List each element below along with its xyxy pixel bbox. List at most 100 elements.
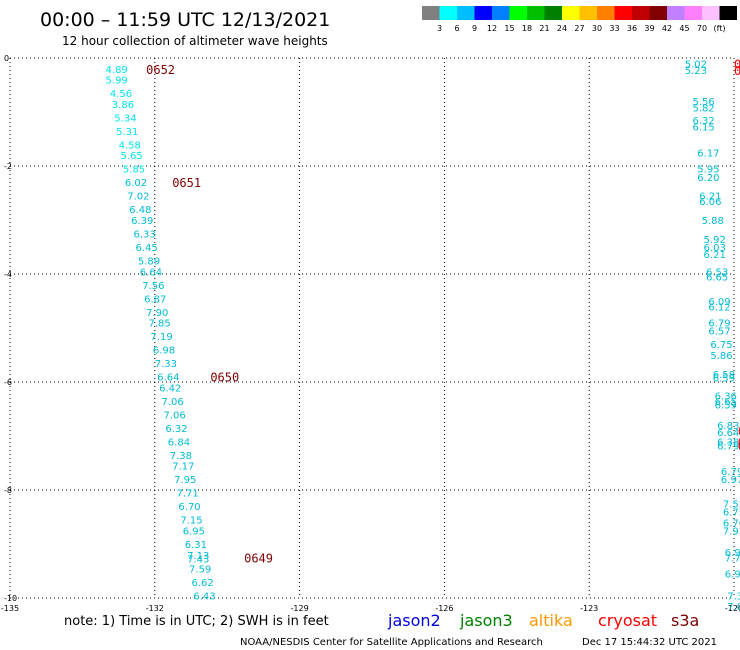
legend-swatch [614,6,632,20]
swh-point: 6.58 [713,370,735,381]
swh-point: 6.65 [706,273,728,284]
swh-point: 7.56 [142,281,164,292]
legend-swatch [719,6,737,20]
swh-point: 6.53 [706,267,728,278]
swh-point: 4.58 [119,140,141,151]
time-label: 0649 [244,552,273,566]
legend-label: 21 [539,24,549,33]
y-axis-ticks: 0 -2 -4 -6 -8 -10 [4,54,17,603]
swh-point: 6.95 [183,527,205,538]
swh-point: 6.57 [708,327,730,338]
swh-point: 5.56 [692,97,714,108]
swh-point: 6.97 [725,548,740,559]
swh-point: 7.71 [176,489,198,500]
swh-point: 7.04 [727,602,740,613]
legend-swatch [562,6,580,20]
swh-point: 6.70 [178,502,200,513]
legend-swatch [579,6,597,20]
legend-label: 70 [697,24,707,33]
legend-label: 45 [679,24,689,33]
x-tick-label: -135 [1,604,19,613]
y-tick-label: -2 [4,162,12,171]
swh-point: 5.92 [704,235,726,246]
swh-point: 6.70 [723,518,740,529]
time-labels: 0652065106500649063406340635063506350636… [146,57,740,565]
legend-label: 27 [574,24,584,33]
swh-point: 7.90 [146,308,168,319]
legend-swatch [597,6,615,20]
swh-point: 6.21 [704,250,726,261]
swh-point: 6.64 [717,428,739,439]
swh-point: 6.38 [717,437,739,448]
legend-label: 18 [522,24,532,33]
swh-point: 4.89 [106,65,128,76]
y-tick-label: -6 [4,378,12,387]
swh-point: 7.38 [170,451,192,462]
swh-point: 5.34 [114,113,136,124]
swh-point: 5.65 [120,151,142,162]
satellite-legend: jason2 jason3 altika cryosat s3a [387,611,699,630]
color-legend: 3 6 9 12 15 18 21 24 27 30 33 36 39 42 45 70 (ft) [422,6,737,33]
swh-point: 6.83 [717,421,739,432]
legend-label: 42 [662,24,672,33]
swh-point: 4.56 [110,89,132,100]
x-tick-label: -129 [291,604,309,613]
y-tick-label: -10 [4,594,17,603]
legend-label: 24 [557,24,567,33]
swh-point: 5.31 [116,127,138,138]
legend-swatch [422,6,440,20]
time-label: 0650 [210,371,239,385]
swh-point: 6.92 [725,570,740,581]
x-axis-ticks: -135 -132 -129 -126 -123 -120 [1,604,740,613]
swh-point: 7.17 [172,462,194,473]
swh-point: 7.95 [174,475,196,486]
legend-swatch [544,6,562,20]
legend-label: 15 [504,24,514,33]
swh-point: 6.45 [135,243,157,254]
swh-point: 6.42 [159,383,181,394]
legend-swatch [684,6,702,20]
swh-point: 7.43 [187,555,209,566]
swh-point: 5.82 [692,104,714,115]
satellite-name: s3a [671,611,699,630]
time-label: 0634 [734,64,740,78]
swh-point: 5.89 [138,257,160,268]
swh-point: 7.06 [163,410,185,421]
swh-point: 5.02 [685,59,707,70]
swh-point: 5.85 [123,165,145,176]
x-tick-label: -123 [580,604,598,613]
swh-point: 6.79 [708,319,730,330]
swh-point: 7.85 [148,319,170,330]
legend-label: 3 [437,24,442,33]
swh-point: 6.17 [697,149,719,160]
units-note: note: 1) Time is in UTC; 2) SWH is in fe… [64,614,329,629]
swh-point: 6.59 [715,401,737,412]
swh-point: 7.59 [189,564,211,575]
swh-point: 6.32 [692,116,714,127]
swh-point: 6.32 [165,424,187,435]
chart-title: 00:00 – 11:59 UTC 12/13/2021 [40,9,330,31]
legend-swatch [474,6,492,20]
swh-point: 6.97 [721,475,740,486]
satellite-name: cryosat [598,611,657,630]
swh-point: 5.23 [685,66,707,77]
plot-grid [9,57,735,599]
legend-label: 39 [644,24,654,33]
legend-swatch [667,6,685,20]
swh-point: 6.64 [140,267,162,278]
satellite-name: jason3 [459,611,513,630]
swh-point: 6.39 [131,216,153,227]
legend-swatch [702,6,720,20]
x-tick-label: -126 [435,604,453,613]
time-label: 0636 [738,435,740,449]
swh-point: 5.86 [710,351,732,362]
y-tick-label: -4 [4,270,12,279]
swh-point: 6.64 [157,373,179,384]
satellite-name: altika [529,611,573,630]
legend-label: 30 [592,24,602,33]
footer-timestamp: Dec 17 15:44:32 UTC 2021 [582,637,717,648]
legend-swatch [527,6,545,20]
x-tick-label: -120 [725,604,740,613]
time-label: 0635 [738,425,740,439]
